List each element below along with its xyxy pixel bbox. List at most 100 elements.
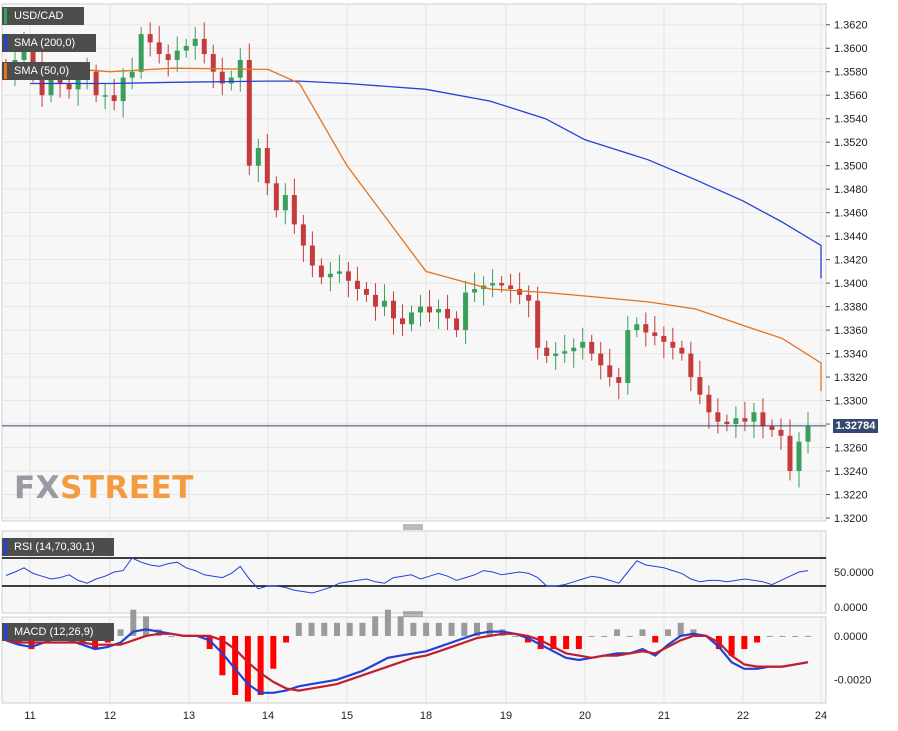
symbol-label: USD/CAD [14,10,64,22]
y-tick-label: 1.3400 [834,278,868,290]
y-tick-label: 1.3420 [834,255,868,267]
y-tick-label: 1.3520 [834,137,868,149]
candle-body [688,353,694,378]
macd-signal-line [5,632,809,692]
x-tick-label: 22 [737,710,749,722]
candle-body [562,351,568,354]
rsi-line [5,557,809,594]
symbol-tag: USD/CAD [2,7,84,25]
candle-body [102,95,108,97]
rsi-label: RSI (14,70,30,1) [14,541,95,553]
macd-histogram-bar [410,622,417,636]
y-tick-label: 1.3360 [834,325,868,337]
candle-body [544,347,550,356]
candle-body [652,332,658,336]
candle-body [499,283,505,286]
macd-label: MACD (12,26,9) [14,626,94,638]
candle-body [571,347,577,352]
candle-body [21,48,27,60]
candle-body [445,308,451,319]
y-tick-label: 1.3300 [834,396,868,408]
macd-histogram-bar [537,635,544,650]
macd-histogram-bar [486,622,493,636]
candle-body [508,285,514,289]
candle-body [183,45,189,51]
candle-body [553,353,559,356]
candle-body [715,412,721,422]
macd-histogram-bar [512,635,519,637]
x-tick-label: 11 [24,710,35,722]
candle-body [309,245,315,266]
sma50-label: SMA (50,0) [14,65,70,77]
candle-body [706,394,712,413]
candle-body [526,294,532,301]
x-tick-label: 20 [579,710,591,722]
candle-body [363,288,369,295]
x-tick-label: 19 [500,710,512,722]
candle-body [354,280,360,289]
candle-body [697,377,703,395]
macd-histogram-bar [308,622,315,636]
candle-body [535,300,541,348]
candle-body [345,271,351,281]
macd-histogram-bar [474,622,481,636]
candle-body [454,318,460,331]
macd-histogram-bar [754,635,761,643]
symbol-swatch [4,8,7,24]
y-tick-label: 1.3380 [834,302,868,314]
candle-body [607,365,613,378]
candle-body [147,34,153,43]
candle-body [138,34,144,72]
macd-histogram-bar [652,635,659,643]
macd-histogram-bar [346,622,353,636]
candle-body [679,347,685,354]
macd-histogram-bar [295,622,302,636]
macd-histogram-bar [779,635,786,637]
y-tick-label: 1.3220 [834,490,868,502]
candle-body [174,50,180,60]
macd-histogram-bar [384,609,391,636]
y-tick-label: 1.3480 [834,184,868,196]
macd-histogram-bar [333,622,340,636]
macd-histogram-bar [423,622,430,636]
macd-histogram-bar [639,629,646,636]
sma50-tag: SMA (50,0) [2,62,90,80]
macd-histogram-bar [805,635,811,637]
fxstreet-logo: FXSTREET [14,470,194,506]
candle-body [760,412,766,427]
candle-body [463,292,469,331]
candle-body [390,300,396,319]
candle-body [399,318,405,325]
candle-body [634,324,640,331]
macd-histogram-bar [690,629,697,636]
candle-body [264,148,270,184]
candle-body [300,224,306,246]
x-tick-label: 12 [104,710,116,722]
x-tick-label: 15 [341,710,353,722]
candle-body [598,353,604,366]
candle-body [246,59,252,166]
candle-body [625,330,631,383]
candle-body [778,429,784,436]
macd-histogram-bar [219,635,226,676]
macd-histogram-bar [626,635,633,637]
macd-histogram-bar [270,635,277,669]
candle-body [769,426,775,430]
macd-histogram-bar [257,635,264,695]
macd-histogram-bar [143,616,150,636]
candle-body [120,77,126,102]
y-tick-label: 1.3580 [834,67,868,79]
candle-body [57,77,63,84]
main-panel [1,3,827,522]
x-tick-label: 21 [658,710,670,722]
macd-histogram-bar [461,622,468,636]
macd-histogram-bar [359,622,366,636]
candle-body [409,312,415,325]
candle-body [427,306,433,313]
macd-histogram-bar [168,635,175,637]
candle-body [490,283,496,286]
rsi-swatch [4,539,7,555]
candle-body [273,183,279,211]
sma200-swatch [4,35,7,51]
macd-histogram-bar [601,635,608,637]
